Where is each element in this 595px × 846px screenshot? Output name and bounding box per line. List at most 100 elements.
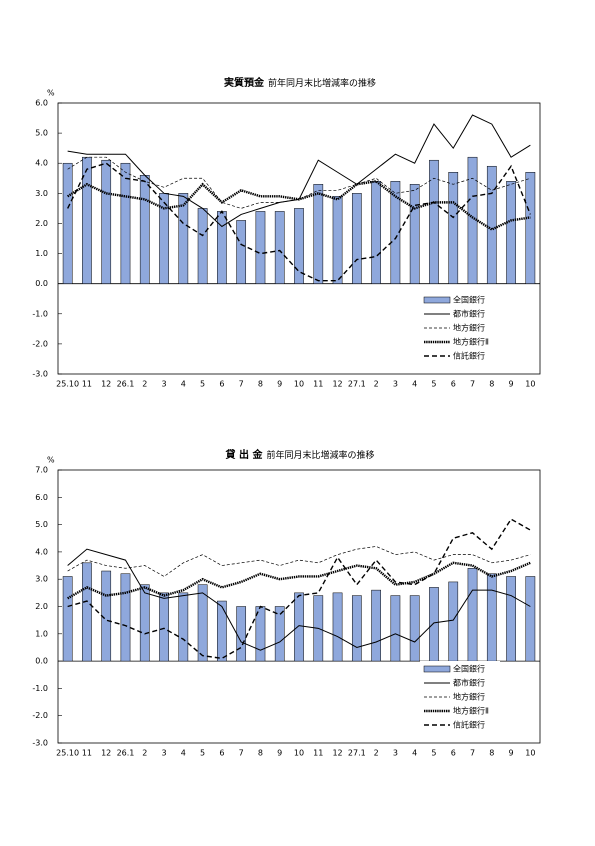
x-tick-label: 9	[277, 380, 282, 389]
bar	[313, 184, 324, 284]
x-tick-label: 4	[412, 380, 417, 389]
x-tick-label: 11	[82, 380, 92, 389]
y-tick-label: 2.0	[35, 219, 48, 228]
bar	[332, 592, 343, 662]
legend-swatch	[423, 665, 451, 673]
x-tick-label: 9	[277, 749, 282, 758]
x-tick-label: 27.1	[348, 380, 366, 389]
y-axis-unit: %	[47, 89, 55, 98]
bar	[409, 184, 420, 284]
x-tick-label: 8	[489, 380, 494, 389]
title-main: 実質預金	[224, 76, 265, 89]
x-tick-label: 6	[451, 749, 456, 758]
chart-title: 実質預金 前年同月末比増減率の推移	[224, 76, 376, 89]
x-tick-label: 2	[142, 749, 147, 758]
bar	[351, 193, 362, 284]
bar	[236, 606, 247, 662]
x-tick-label: 12	[332, 380, 342, 389]
x-tick-label: 2	[142, 380, 147, 389]
chart-title: 貸 出 金前年同月末比増減率の推移	[225, 448, 375, 461]
x-tick-label: 2	[374, 380, 379, 389]
y-tick-label: 0.0	[35, 279, 48, 288]
legend-label: 地方銀行Ⅱ	[453, 706, 489, 716]
y-tick-label: 4.0	[35, 547, 48, 556]
y-tick-label: 3.0	[35, 575, 48, 584]
bar	[351, 595, 362, 662]
legend-swatch	[423, 296, 451, 304]
bar	[390, 181, 401, 284]
y-tick-label: -2.0	[32, 339, 48, 348]
x-tick-label: 2	[374, 749, 379, 758]
bar	[274, 211, 285, 284]
x-tick-label: 11	[313, 380, 323, 389]
legend-label: 全国銀行	[453, 664, 485, 674]
x-tick-label: 3	[161, 380, 166, 389]
bar	[294, 592, 304, 662]
bar	[62, 576, 73, 662]
legend-label: 信託銀行	[453, 720, 485, 730]
bar	[486, 573, 497, 662]
bar	[467, 156, 478, 284]
x-tick-label: 5	[431, 380, 436, 389]
x-tick-label: 3	[393, 749, 398, 758]
title-main: 貸 出 金	[225, 448, 264, 461]
bar	[120, 162, 131, 284]
y-tick-label: 4.0	[35, 159, 48, 168]
x-tick-label: 4	[181, 380, 186, 389]
x-tick-label: 5	[200, 749, 205, 758]
y-tick-label: 7.0	[35, 466, 48, 475]
title-sub: 前年同月末比増減率の推移	[266, 449, 374, 461]
y-tick-label: -2.0	[32, 711, 48, 720]
y-tick-label: 1.0	[35, 249, 48, 258]
legend-label: 地方銀行Ⅱ	[453, 337, 489, 347]
legend-label: 都市銀行	[453, 678, 485, 688]
y-tick-label: 6.0	[35, 493, 48, 502]
bar	[197, 208, 208, 284]
line-series	[67, 548, 531, 651]
y-tick-label: 2.0	[35, 602, 48, 611]
x-tick-label: 9	[509, 749, 514, 758]
x-tick-label: 5	[431, 749, 436, 758]
bar	[429, 159, 439, 284]
legend-label: 全国銀行	[453, 295, 485, 305]
line-series	[67, 546, 531, 577]
bar	[448, 581, 459, 662]
x-tick-label: 27.1	[348, 749, 366, 758]
x-tick-label: 12	[332, 749, 342, 758]
bar	[82, 562, 92, 662]
x-tick-label: 7	[239, 380, 244, 389]
x-tick-label: 25.10	[56, 749, 79, 758]
x-tick-label: 6	[219, 380, 224, 389]
x-tick-label: 6	[451, 380, 456, 389]
bar	[139, 175, 150, 284]
bar	[159, 193, 169, 284]
x-tick-label: 8	[258, 749, 263, 758]
y-tick-label: -3.0	[32, 370, 48, 379]
y-tick-label: -1.0	[32, 309, 48, 318]
x-tick-label: 11	[82, 749, 92, 758]
bar	[197, 584, 208, 662]
x-tick-label: 7	[470, 380, 475, 389]
line-series	[67, 156, 531, 209]
bar	[159, 592, 169, 662]
y-tick-label: 1.0	[35, 629, 48, 638]
bar	[217, 600, 227, 662]
x-tick-label: 11	[313, 749, 323, 758]
legend-label: 信託銀行	[453, 351, 485, 361]
bar	[294, 208, 304, 284]
x-tick-label: 10	[525, 749, 535, 758]
x-tick-label: 7	[239, 749, 244, 758]
y-tick-label: 5.0	[35, 520, 48, 529]
x-tick-label: 4	[412, 749, 417, 758]
bar	[467, 568, 478, 662]
y-axis-unit: %	[47, 456, 55, 465]
x-tick-label: 6	[219, 749, 224, 758]
bar	[236, 220, 247, 284]
x-tick-label: 26.1	[117, 749, 135, 758]
bar	[409, 595, 420, 662]
bar	[506, 576, 516, 662]
bar	[274, 606, 285, 662]
bar	[120, 573, 131, 662]
x-tick-label: 3	[393, 380, 398, 389]
